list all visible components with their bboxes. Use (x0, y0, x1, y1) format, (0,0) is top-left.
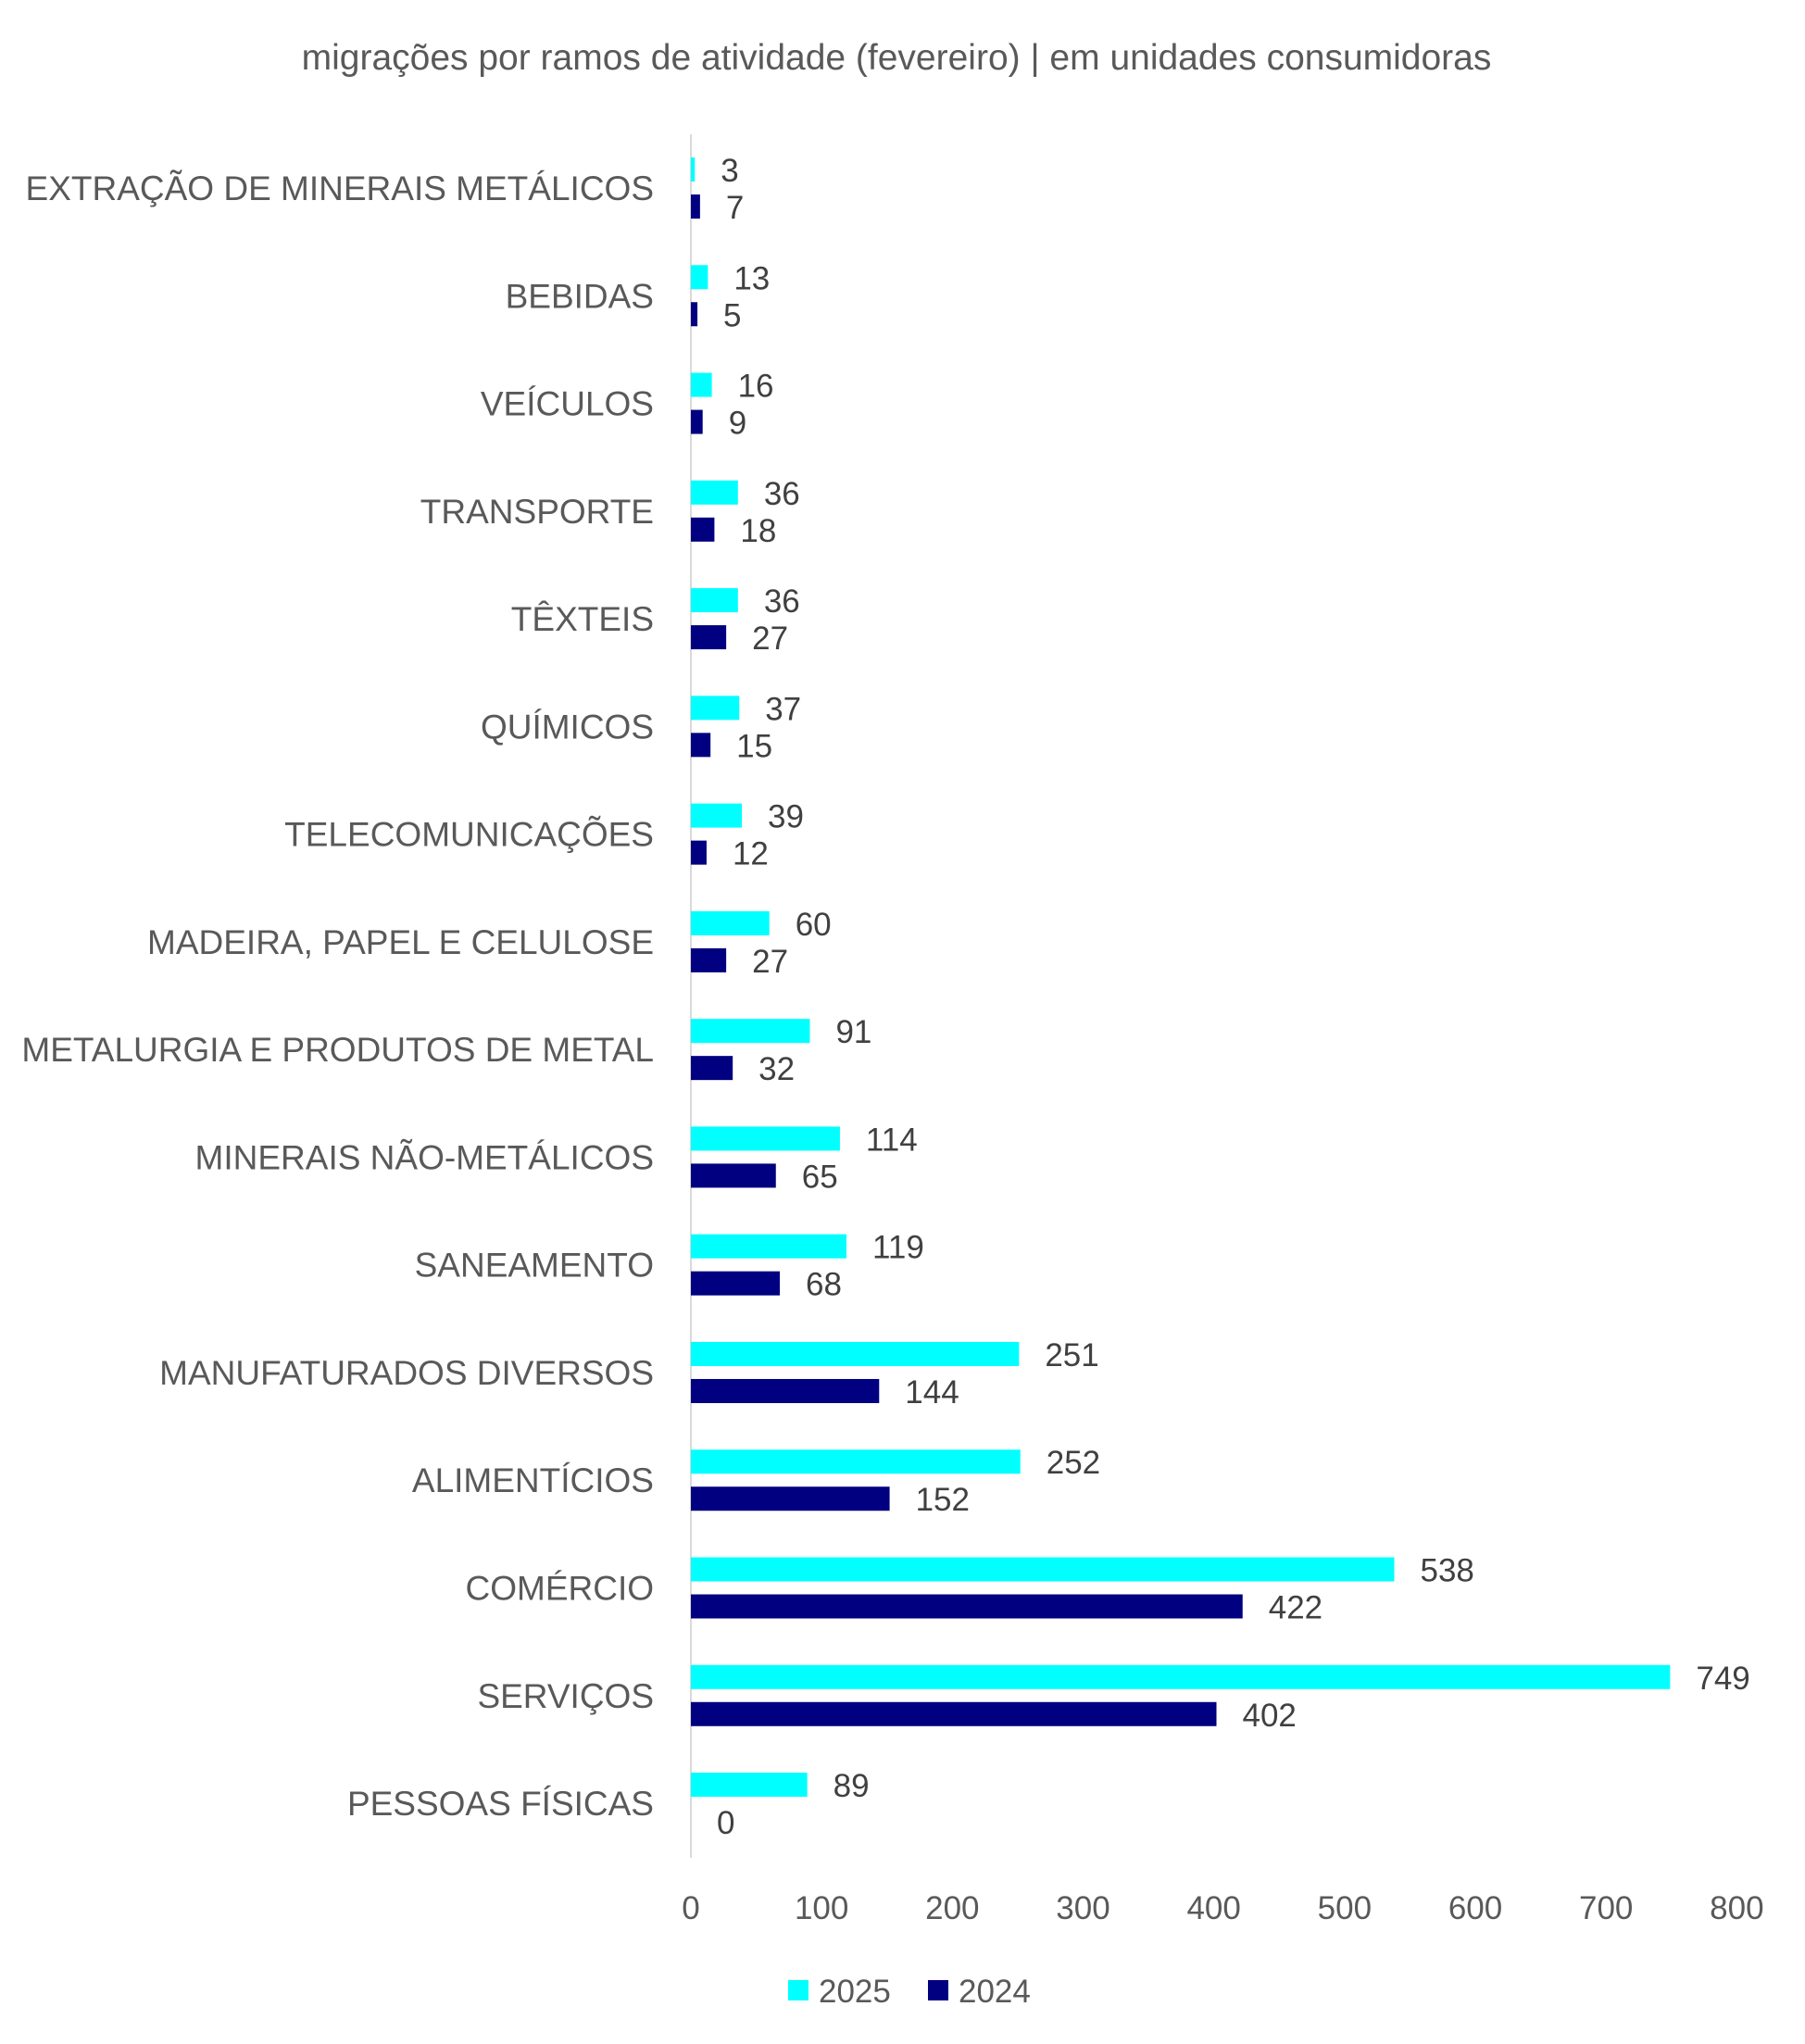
bar-2025-13 (691, 1557, 1395, 1582)
legend-label-2024: 2024 (959, 1974, 1031, 2010)
data-label-2025-2: 16 (738, 369, 774, 405)
data-label-2025-13: 538 (1420, 1553, 1473, 1589)
category-label: QUÍMICOS (481, 708, 654, 746)
bar-2025-7 (691, 910, 770, 935)
data-label-2024-0: 7 (726, 190, 744, 226)
bar-2025-14 (691, 1664, 1671, 1689)
bar-2024-8 (691, 1056, 733, 1081)
category-label: MADEIRA, PAPEL E CELULOSE (147, 923, 654, 961)
x-tick-label: 200 (925, 1890, 979, 1926)
data-label-2025-3: 36 (764, 476, 800, 512)
data-label-2025-10: 119 (872, 1230, 924, 1266)
bar-2025-0 (691, 157, 696, 182)
category-label: SERVIÇOS (477, 1677, 654, 1715)
category-label: EXTRAÇÃO DE MINERAIS METÁLICOS (26, 169, 654, 207)
data-label-2024-15: 0 (717, 1805, 734, 1841)
data-label-2024-2: 9 (729, 406, 746, 442)
category-label: SANEAMENTO (415, 1247, 654, 1285)
bar-2025-11 (691, 1341, 1020, 1366)
bar-2025-8 (691, 1019, 810, 1044)
bar-2024-11 (691, 1378, 880, 1403)
x-tick-label: 600 (1448, 1890, 1502, 1926)
data-label-2025-6: 39 (768, 799, 804, 835)
legend-label-2025: 2025 (819, 1974, 891, 2010)
bar-2025-6 (691, 803, 743, 828)
bar-2025-4 (691, 588, 738, 613)
data-label-2025-4: 36 (764, 583, 800, 620)
category-label: COMÉRCIO (466, 1570, 655, 1608)
data-label-2025-12: 252 (1047, 1445, 1100, 1481)
bar-2024-4 (691, 625, 727, 650)
x-tick-label: 800 (1710, 1890, 1763, 1926)
bar-2024-13 (691, 1594, 1243, 1619)
x-tick-label: 100 (795, 1890, 848, 1926)
category-label: TELECOMUNICAÇÕES (284, 816, 654, 854)
bar-2024-12 (691, 1486, 890, 1511)
legend-swatch-2024 (928, 1980, 948, 2000)
category-label: MANUFATURADOS DIVERSOS (159, 1354, 654, 1392)
data-label-2025-14: 749 (1696, 1661, 1749, 1697)
data-label-2024-3: 18 (740, 513, 776, 549)
bar-2025-15 (691, 1773, 808, 1798)
data-label-2024-11: 144 (905, 1374, 959, 1411)
bar-2025-1 (691, 265, 708, 290)
data-label-2024-8: 32 (758, 1051, 795, 1087)
bar-2024-0 (691, 194, 700, 219)
data-label-2024-13: 422 (1269, 1590, 1322, 1626)
data-label-2025-9: 114 (866, 1122, 918, 1158)
x-tick-label: 400 (1186, 1890, 1240, 1926)
bar-2024-2 (691, 409, 703, 434)
data-label-2025-7: 60 (796, 907, 832, 943)
data-label-2024-9: 65 (802, 1159, 838, 1195)
data-label-2024-1: 5 (723, 297, 741, 333)
x-tick-label: 500 (1318, 1890, 1372, 1926)
x-tick-label: 300 (1056, 1890, 1109, 1926)
bar-2025-5 (691, 696, 740, 721)
bar-2024-7 (691, 947, 727, 972)
data-label-2025-11: 251 (1045, 1337, 1098, 1373)
bar-2024-14 (691, 1701, 1217, 1726)
chart-marks: EXTRAÇÃO DE MINERAIS METÁLICOS 37 BEBIDAS 1… (21, 153, 1749, 1841)
category-label: BEBIDAS (506, 277, 654, 315)
bar-2024-10 (691, 1271, 780, 1296)
x-tick-label: 700 (1579, 1890, 1633, 1926)
data-label-2025-5: 37 (765, 691, 801, 727)
data-label-2024-5: 15 (736, 728, 772, 764)
bar-2025-10 (691, 1234, 846, 1259)
category-label: ALIMENTÍCIOS (412, 1461, 654, 1499)
bar-2024-3 (691, 517, 715, 542)
data-label-2025-15: 89 (834, 1768, 870, 1804)
data-label-2024-12: 152 (916, 1482, 970, 1518)
data-label-2025-1: 13 (733, 260, 770, 296)
category-label: MINERAIS NÃO-METÁLICOS (195, 1138, 654, 1176)
x-tick-label: 0 (682, 1890, 699, 1926)
x-axis-ticks: 0 100 200 300 400 500 600 700 800 (682, 1890, 1763, 1926)
data-label-2024-10: 68 (806, 1267, 842, 1303)
bar-2024-9 (691, 1163, 776, 1188)
category-label: METALURGIA E PRODUTOS DE METAL (21, 1031, 654, 1069)
legend: 2025 2024 (788, 1974, 1031, 2010)
bar-2024-6 (691, 840, 707, 865)
category-label: VEÍCULOS (481, 385, 654, 423)
category-label: PESSOAS FÍSICAS (347, 1785, 654, 1823)
data-label-2025-8: 91 (835, 1014, 871, 1050)
data-label-2024-14: 402 (1243, 1698, 1297, 1734)
data-label-2024-7: 27 (752, 944, 788, 980)
bar-2024-5 (691, 733, 711, 758)
category-label: TÊXTEIS (511, 600, 654, 638)
data-label-2025-0: 3 (721, 153, 738, 189)
bar-2025-3 (691, 480, 738, 505)
data-label-2024-6: 12 (733, 836, 769, 872)
data-label-2024-4: 27 (752, 621, 788, 657)
bar-2025-12 (691, 1449, 1021, 1474)
legend-swatch-2025 (788, 1980, 808, 2000)
chart-title: migrações por ramos de atividade (fevere… (302, 38, 1492, 78)
bar-2025-9 (691, 1126, 840, 1151)
bar-2024-1 (691, 302, 698, 327)
category-label: TRANSPORTE (420, 493, 654, 531)
bar-2025-2 (691, 372, 712, 397)
